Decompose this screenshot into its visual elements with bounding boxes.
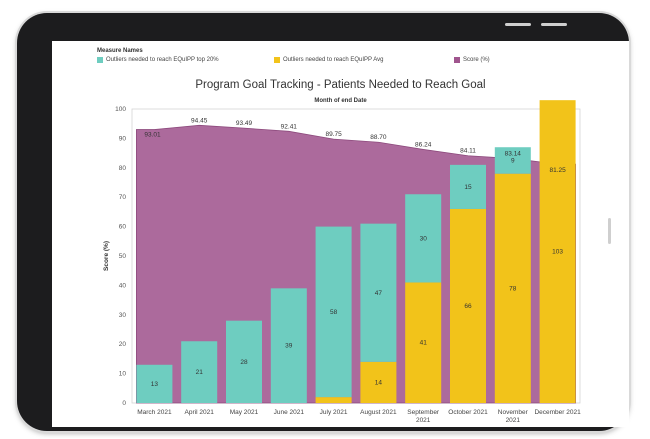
hardware-button [505, 23, 531, 26]
bar-top20-label: 21 [196, 369, 204, 376]
legend-label-top20: Outliers needed to reach EQuIPP top 20% [106, 57, 219, 63]
x-axis-header: Month of end Date [314, 98, 367, 104]
x-tick-label: October 2021 [448, 409, 488, 416]
bar-avg-label: 78 [509, 285, 517, 292]
score-label: 83.14 [505, 151, 522, 158]
chart-title: Program Goal Tracking - Patients Needed … [195, 79, 486, 91]
bar-top20-label: 15 [464, 184, 472, 191]
y-tick-label: 20 [119, 341, 127, 348]
legend-item-avg[interactable]: Outliers needed to reach EQuIPP Avg [274, 57, 384, 63]
bar-avg [450, 208, 486, 403]
y-tick-label: 0 [122, 400, 126, 407]
dashboard-screen: Measure Names Outliers needed to reach E… [52, 41, 629, 427]
bar-avg-label: 66 [464, 303, 472, 310]
y-tick-label: 90 [119, 135, 127, 142]
x-tick-label: August 2021 [360, 409, 397, 416]
y-tick-label: 70 [119, 194, 127, 201]
bar-avg-label: 103 [552, 249, 563, 256]
x-tick-label: September [407, 409, 440, 416]
y-tick-label: 30 [119, 312, 127, 319]
score-label: 94.45 [191, 117, 208, 124]
score-label: 81.25 [549, 167, 566, 174]
y-tick-label: 100 [115, 106, 126, 113]
legend-swatch-score [454, 57, 460, 63]
bar-avg-label: 14 [375, 379, 383, 386]
score-label: 92.41 [281, 123, 298, 130]
bar-top20 [181, 341, 218, 403]
score-label: 89.75 [325, 131, 342, 138]
score-label: 86.24 [415, 141, 432, 148]
y-axis-label: Score (%) [103, 241, 110, 271]
bar-top20-label: 28 [240, 359, 248, 366]
x-tick-label: April 2021 [185, 409, 215, 416]
bar-top20-label: 30 [420, 235, 428, 242]
bar-avg [494, 173, 531, 403]
bar-top20 [270, 288, 307, 403]
bar-top20 [136, 364, 173, 403]
score-label: 93.49 [236, 120, 253, 127]
x-tick-label: 2021 [506, 417, 521, 424]
y-tick-label: 80 [119, 165, 127, 172]
hardware-button [608, 218, 611, 244]
y-tick-label: 60 [119, 224, 127, 231]
bar-avg [539, 100, 576, 404]
bar-top20 [405, 194, 442, 283]
bar-top20-label: 39 [285, 343, 293, 350]
bar-avg [315, 397, 352, 403]
bar-avg [405, 282, 442, 403]
bar-top20 [226, 320, 262, 403]
bar-top20-label: 9 [511, 157, 515, 164]
legend-item-top20[interactable]: Outliers needed to reach EQuIPP top 20% [97, 57, 219, 63]
bar-top20 [494, 147, 531, 174]
bar-top20-label: 58 [330, 309, 338, 316]
bar-avg-label: 41 [420, 340, 428, 347]
legend-swatch-avg [274, 57, 280, 63]
bar-top20 [315, 226, 352, 398]
hardware-button [541, 23, 567, 26]
chart-svg: 0 10 20 30 40 50 60 70 80 90 100 Score (%) 13 21 28 39 5… [103, 100, 581, 424]
x-tick-label: December 2021 [534, 409, 581, 416]
bar-top20 [450, 164, 486, 209]
bar-top20 [360, 223, 397, 362]
score-label: 93.01 [144, 132, 161, 139]
bar-avg [360, 361, 397, 403]
legend-label-score: Score (%) [463, 57, 490, 63]
x-tick-label: March 2021 [137, 409, 172, 416]
score-label: 84.11 [460, 148, 476, 155]
score-label: 88.70 [370, 134, 387, 141]
x-tick-label: July 2021 [320, 409, 348, 416]
legend-swatch-top20 [97, 57, 103, 63]
legend-title: Measure Names [97, 48, 143, 54]
legend-label-avg: Outliers needed to reach EQuIPP Avg [283, 57, 384, 63]
x-tick-label: 2021 [416, 417, 431, 424]
x-tick-label: November [498, 409, 529, 416]
bar-top20-label: 47 [375, 290, 383, 297]
tablet-frame: Measure Names Outliers needed to reach E… [17, 13, 629, 431]
x-tick-label: June 2021 [274, 409, 305, 416]
y-tick-label: 40 [119, 282, 127, 289]
legend-item-score[interactable]: Score (%) [454, 57, 490, 63]
bar-top20-label: 13 [151, 381, 159, 388]
y-tick-label: 10 [119, 371, 127, 378]
x-tick-label: May 2021 [230, 409, 259, 416]
y-tick-label: 50 [119, 253, 127, 260]
